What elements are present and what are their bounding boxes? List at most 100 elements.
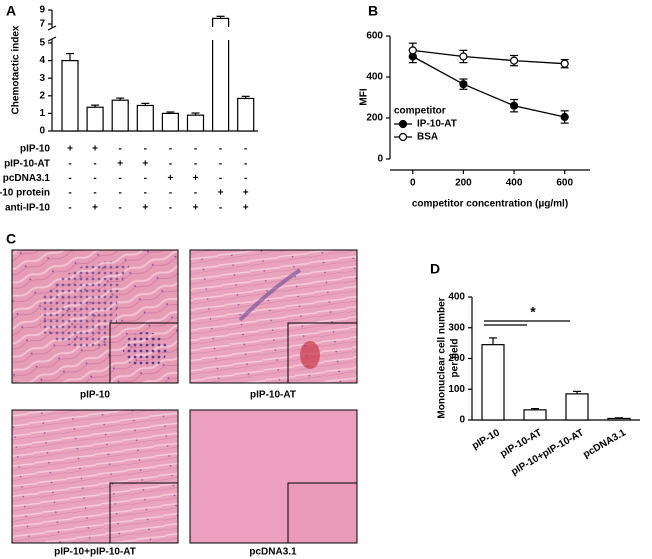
bar [161,112,179,132]
y-tick-label: 1 [39,108,45,119]
table-cell: - [169,144,172,155]
table-cell: - [93,158,96,169]
inset [287,482,358,544]
x-tick-label: pIP-10+pIP-10-AT [509,427,585,477]
x-tick-label: 200 [455,178,472,189]
y-tick-label: 0 [459,415,465,426]
y-axis-label: Mononuclear cell number [437,297,448,418]
table-cell: - [169,188,172,199]
table-cell: - [169,202,172,213]
axis-break [47,36,57,42]
table-cell: + [142,158,148,169]
table-cell: + [142,202,148,213]
table-cell: - [144,188,147,199]
image-label: pIP-10+pIP-10-AT [54,547,136,558]
x-tick-label: 600 [556,178,573,189]
image-label: pIP-10 [80,390,110,401]
x-tick-label: 400 [506,178,523,189]
table-cell: - [68,158,71,169]
panel-label: B [368,3,378,19]
table-cell: - [144,173,147,184]
table-cell: - [244,158,247,169]
table-cell: - [219,144,222,155]
bar-break [211,27,230,40]
x-tick-label: 0 [410,178,416,189]
marker [560,59,569,68]
y-tick-label: 400 [366,72,383,83]
table-cell: - [144,144,147,155]
table-cell: - [244,173,247,184]
bar [111,99,129,132]
table-cell: - [169,158,172,169]
table-cell: - [244,144,247,155]
legend-label: BSA [417,132,438,143]
y-tick-label: 2 [39,90,45,101]
table-cell: + [67,144,73,155]
table-cell: - [93,173,96,184]
legend-label: IP-10-AT [417,119,457,130]
table-cell: + [92,144,98,155]
table-cell: - [68,188,71,199]
panel-label: C [6,231,16,247]
y-tick-label: 0 [39,126,45,137]
infiltrate [40,261,130,348]
axis-break [47,25,57,31]
image-label: pIP-10-AT [250,390,296,401]
marker [459,52,468,61]
y-axis-label: Chemotactic index [11,25,22,114]
table-cell: - [219,173,222,184]
panel-label: A [6,3,16,19]
inset [287,322,358,384]
table-cell: + [243,188,249,199]
table-cell: - [93,188,96,199]
y-tick-label: 600 [366,31,383,42]
marker [459,80,468,89]
y-tick-label: 300 [448,322,465,333]
table-cell: - [194,188,197,199]
table-cell: - [219,158,222,169]
y-tick-label: 200 [448,353,465,364]
y-tick-label: 200 [366,113,383,124]
row-label: pIP-10 [20,144,50,155]
y-tick-label: 9 [39,5,45,16]
y-tick-label: 5 [39,38,45,49]
marker [509,101,519,110]
table-cell: + [243,202,249,213]
x-tick-label: pIP-10 [470,427,502,452]
legend-marker [398,119,408,129]
y-tick-label: 4 [39,55,45,66]
table-cell: - [119,144,122,155]
series-line [412,55,565,118]
y-axis-label: MFI [359,88,370,105]
table-cell: + [167,173,173,184]
marker [408,46,417,55]
table-cell: - [68,173,71,184]
bar [186,114,205,132]
marker [509,56,519,65]
marker [560,112,569,122]
row-label: IP-10 protein [0,188,50,199]
bar [86,106,104,132]
table-cell: + [193,202,199,213]
histology-images: C pIP-10 pIP-10-AT pIP-10+pIP-10-AT pcDN… [6,231,358,558]
table-cell: - [219,202,222,213]
table-cell: - [68,202,71,213]
series-line [412,49,565,65]
table-cell: + [117,158,123,169]
bar [212,17,230,132]
x-tick-label: pcDNA3.1 [581,427,628,460]
legend-marker [398,132,408,142]
vessel [238,268,302,322]
row-label: anti-IP-10 [5,202,50,213]
bar [61,59,79,132]
table-cell: - [119,202,122,213]
x-axis-label: competitor concentration (µg/ml) [412,199,568,210]
infiltrate [123,332,167,368]
table-cell: - [194,144,197,155]
table-cell: + [193,173,199,184]
bar [237,97,255,132]
annotation: * [530,304,536,320]
bar [481,344,505,421]
bar [607,417,631,421]
